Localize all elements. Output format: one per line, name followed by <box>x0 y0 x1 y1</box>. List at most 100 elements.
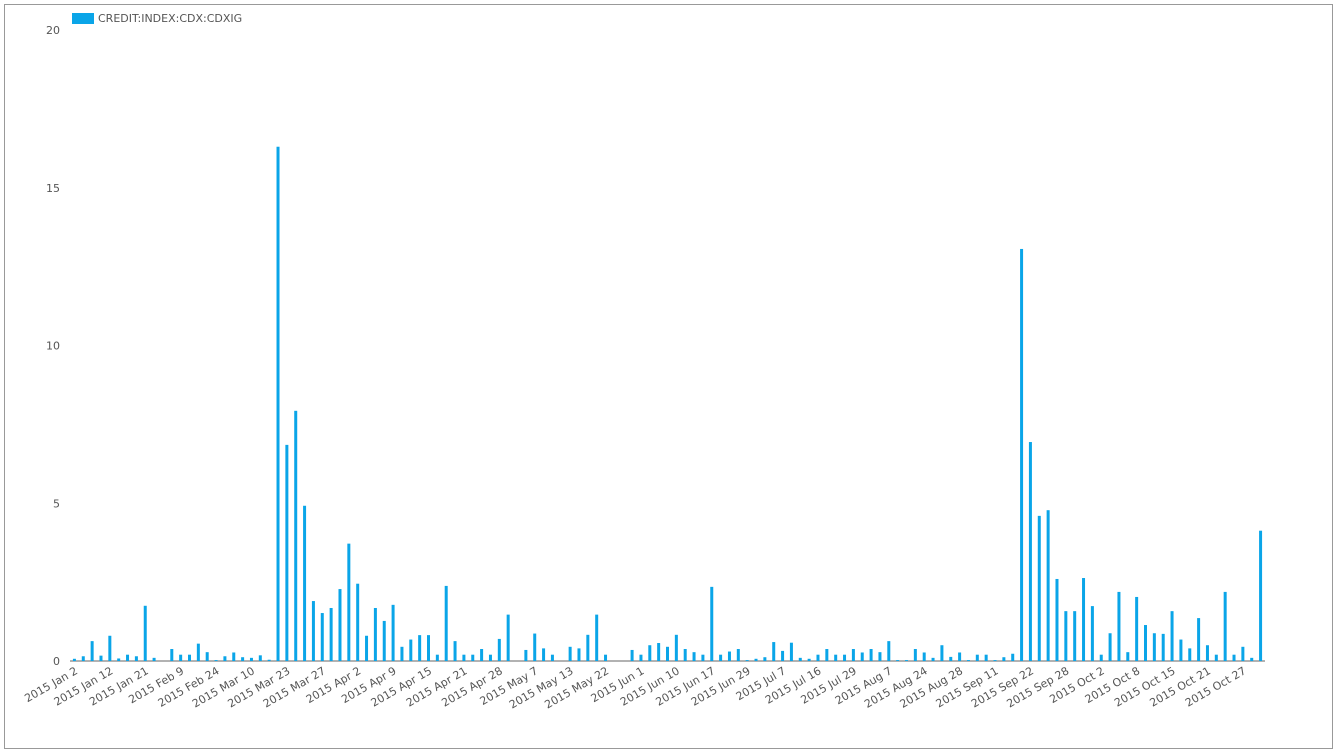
bar <box>311 601 315 661</box>
bar <box>1223 591 1227 661</box>
bar <box>117 658 121 661</box>
bar <box>949 656 953 661</box>
bar <box>860 652 864 661</box>
bar <box>329 607 333 661</box>
bar <box>179 654 183 661</box>
bar <box>550 654 554 661</box>
bar <box>1073 611 1077 661</box>
bar <box>391 604 395 661</box>
bar <box>320 613 324 661</box>
bar <box>1055 578 1059 661</box>
bar <box>108 635 112 661</box>
bar <box>931 657 935 661</box>
bar <box>648 645 652 661</box>
bar <box>825 649 829 661</box>
bar <box>666 646 669 661</box>
bar <box>126 654 130 661</box>
bar <box>958 652 962 661</box>
bar <box>1117 591 1121 661</box>
bar <box>1011 653 1015 661</box>
bar <box>533 633 537 661</box>
bar <box>462 654 466 661</box>
y-tick-label: 5 <box>53 497 60 510</box>
legend-swatch <box>72 13 94 24</box>
bar <box>382 620 386 661</box>
bar <box>639 654 643 661</box>
bar <box>81 656 85 661</box>
bar <box>1188 648 1192 661</box>
bar <box>692 652 696 661</box>
bar <box>798 657 802 661</box>
bar <box>232 652 236 661</box>
bar <box>683 649 687 661</box>
bar <box>878 652 882 661</box>
bar <box>922 652 926 661</box>
bar <box>435 654 439 661</box>
bar <box>427 635 430 661</box>
bar <box>134 656 138 661</box>
bar <box>205 652 209 661</box>
bar <box>710 586 714 661</box>
bar <box>524 649 528 661</box>
bar <box>1028 442 1032 661</box>
bar <box>453 641 457 661</box>
bar <box>586 634 590 661</box>
bar <box>497 638 501 661</box>
bar <box>869 649 873 661</box>
bar <box>851 649 855 661</box>
bar <box>577 648 581 661</box>
bar <box>241 657 245 661</box>
bar <box>807 658 811 661</box>
bar <box>1197 618 1201 661</box>
bar <box>789 642 793 661</box>
bar <box>303 505 307 661</box>
bar <box>568 646 572 661</box>
bar <box>1214 654 1218 661</box>
bar <box>966 660 970 661</box>
bar <box>1144 625 1147 661</box>
bar <box>781 650 785 661</box>
bar <box>1108 633 1112 661</box>
bar <box>843 654 847 661</box>
bar <box>1064 611 1068 661</box>
bar <box>143 605 147 661</box>
bar <box>1259 530 1263 661</box>
bar <box>674 634 678 661</box>
bar <box>170 649 174 661</box>
bar <box>258 655 262 661</box>
bar <box>214 660 218 661</box>
bar <box>1161 633 1165 661</box>
bar <box>294 410 298 661</box>
bar <box>72 658 76 661</box>
bar <box>896 660 900 661</box>
bar <box>480 649 484 661</box>
bar <box>772 642 776 661</box>
bar <box>1232 654 1236 661</box>
bar <box>913 649 917 661</box>
bar <box>90 641 94 661</box>
bar <box>276 146 280 662</box>
bar <box>418 635 422 661</box>
bar <box>356 583 360 661</box>
bar <box>719 654 723 661</box>
bar <box>471 654 475 661</box>
bar <box>338 589 342 661</box>
bar <box>152 657 156 661</box>
bar <box>630 649 634 661</box>
bar <box>347 543 351 661</box>
bar <box>365 635 369 661</box>
bar <box>1046 510 1050 661</box>
bar <box>727 651 731 661</box>
bar <box>1037 515 1041 661</box>
bar <box>834 654 838 661</box>
bar <box>745 660 749 661</box>
bar <box>1002 657 1006 661</box>
chart-frame <box>4 4 1333 749</box>
bar <box>1179 639 1183 661</box>
bar <box>984 654 988 661</box>
bar <box>940 645 944 661</box>
y-tick-label: 10 <box>46 340 60 353</box>
y-tick-label: 0 <box>53 655 60 668</box>
bar <box>657 643 661 661</box>
bar <box>1152 633 1156 661</box>
